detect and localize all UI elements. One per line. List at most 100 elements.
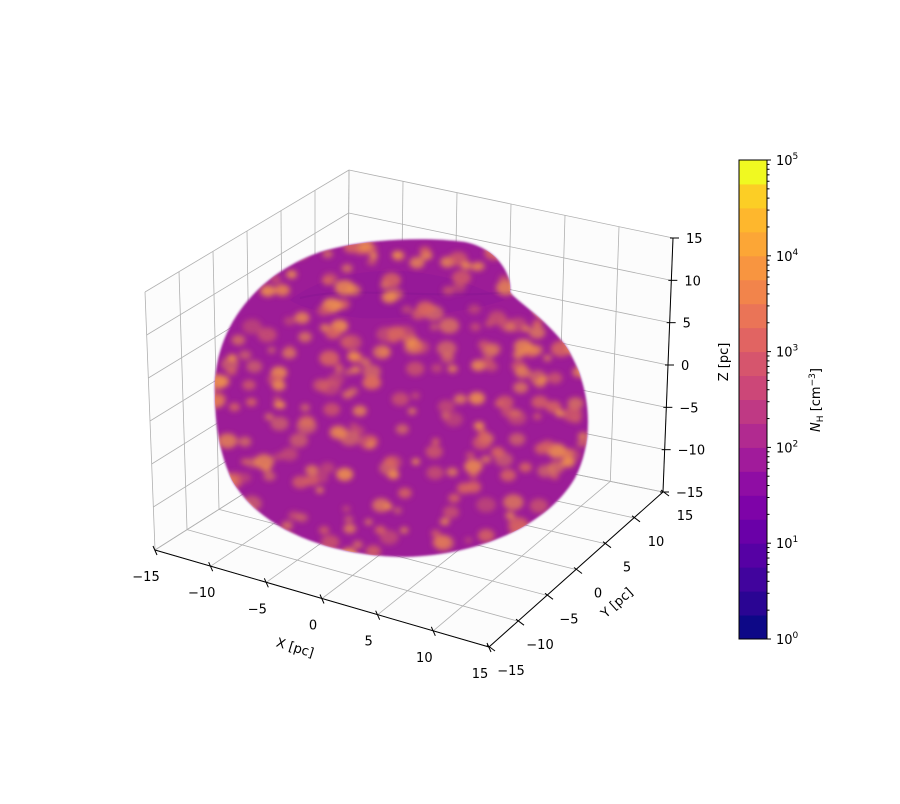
density-spot <box>275 401 286 409</box>
y-tick-label: −10 <box>526 638 553 653</box>
x-tick <box>486 642 492 653</box>
x-tick-label: −5 <box>248 602 267 617</box>
density-spot <box>352 540 363 549</box>
density-spot <box>263 471 276 482</box>
density-spot <box>430 529 441 538</box>
y-tick <box>573 567 583 574</box>
density-spot <box>214 395 225 409</box>
density-spot <box>447 364 458 373</box>
y-tick-label: 10 <box>648 535 665 550</box>
density-spot <box>352 405 367 417</box>
density-spot <box>391 250 403 260</box>
density-spot <box>519 462 532 473</box>
density-spot <box>323 402 341 417</box>
density-spot <box>327 373 345 387</box>
density-spot <box>528 326 546 339</box>
colorbar-level <box>739 615 767 640</box>
colorbar-level <box>739 231 767 257</box>
density-spot <box>296 513 308 523</box>
colorbar-level <box>739 423 767 448</box>
density-spot <box>481 356 494 366</box>
x-tick <box>430 626 436 637</box>
density-spot <box>543 354 552 362</box>
density-spot <box>387 470 400 480</box>
colorbar-frame <box>738 159 768 640</box>
density-spot <box>296 418 317 434</box>
density-spot <box>503 323 516 333</box>
density-spot <box>453 394 467 405</box>
density-spot <box>393 507 402 514</box>
density-spot <box>469 262 481 271</box>
density-spot <box>529 344 544 356</box>
density-spot <box>513 339 533 354</box>
density-spot <box>395 424 409 435</box>
density-spot <box>496 395 514 410</box>
density-spot <box>325 327 341 340</box>
density-spot <box>341 264 353 273</box>
density-spot <box>231 334 246 346</box>
density-spot <box>409 256 425 269</box>
y-axis-label: Y [pc] <box>598 585 637 622</box>
density-spot <box>322 272 338 285</box>
density-spot <box>359 357 371 367</box>
density-spot <box>567 397 584 410</box>
x-tick <box>263 578 269 588</box>
density-spot <box>405 361 425 376</box>
gridline-ypane-z <box>348 169 674 239</box>
colorbar-level <box>739 160 767 185</box>
density-spot <box>500 469 517 482</box>
density-spot <box>470 322 481 332</box>
density-spot <box>237 472 252 483</box>
density-spot <box>372 345 391 360</box>
density-spot <box>433 535 455 551</box>
density-spot <box>425 444 443 459</box>
density-spot <box>231 471 242 480</box>
colorbar-level <box>739 495 767 520</box>
density-spot <box>365 545 382 557</box>
density-spot <box>369 252 378 259</box>
density-spot <box>431 438 441 445</box>
density-spot <box>316 304 332 316</box>
density-spot <box>498 275 509 283</box>
density-spot <box>399 526 409 534</box>
density-spot <box>226 367 237 376</box>
density-spot <box>347 387 359 396</box>
colorbar-tick-label: 102 <box>776 439 798 456</box>
density-spot <box>270 275 282 284</box>
density-spot <box>576 440 586 448</box>
density-spot <box>468 471 479 479</box>
colorbar-level <box>739 351 767 377</box>
density-spot <box>238 350 252 360</box>
density-spot <box>242 318 262 335</box>
density-spot <box>320 462 335 474</box>
y-tick-label: 15 <box>677 509 694 524</box>
density-spot <box>522 325 531 332</box>
density-spot <box>472 435 492 450</box>
y-tick <box>602 541 612 549</box>
density-spot <box>464 537 473 544</box>
colorbar-level <box>739 375 767 400</box>
density-spot <box>436 340 457 357</box>
density-spot <box>350 365 361 374</box>
density-spot <box>562 407 583 423</box>
colorbar-level <box>739 183 767 209</box>
density-spot <box>448 493 461 503</box>
density-spot <box>335 363 344 370</box>
density-spot <box>391 392 410 406</box>
density-spot <box>439 517 450 526</box>
y-tick <box>631 515 641 523</box>
density-spot <box>446 467 459 477</box>
density-spot <box>538 376 548 384</box>
x-tick-label: 15 <box>472 667 489 682</box>
density-spot <box>217 433 238 449</box>
colorbar-level <box>739 567 767 592</box>
density-spot <box>273 395 282 403</box>
gridline-xpane-z <box>144 169 350 293</box>
density-spot <box>253 454 274 470</box>
density-spot <box>419 246 431 256</box>
colorbar-level <box>739 471 767 496</box>
colorbar-level <box>739 447 767 472</box>
z-tick-label: 0 <box>681 359 689 374</box>
density-spot <box>245 397 257 407</box>
density-spot <box>410 392 420 400</box>
